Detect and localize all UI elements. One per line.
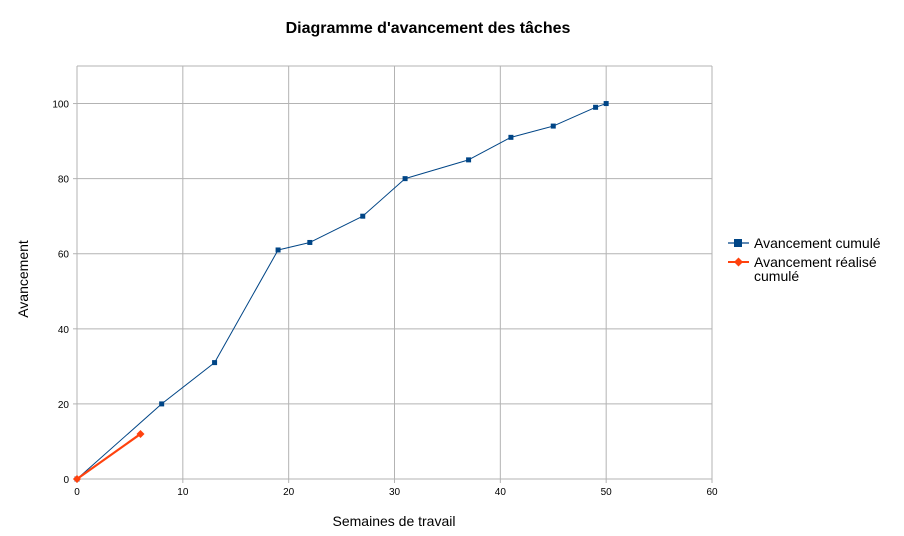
y-tick-label: 100 [52, 100, 69, 111]
legend-entry-1: Avancement cumulé [728, 235, 881, 251]
data-point [307, 239, 313, 245]
data-point [550, 123, 556, 129]
x-tick-label: 50 [601, 487, 613, 498]
data-point [593, 104, 599, 110]
legend-label: Avancement cumulé [754, 235, 881, 251]
data-point [402, 176, 408, 182]
legend-label: cumulé [754, 268, 799, 284]
y-tick-label: 40 [58, 325, 70, 336]
data-point [159, 401, 165, 407]
x-tick-label: 40 [495, 487, 507, 498]
legend-marker-square [734, 239, 742, 247]
x-axis-label: Semaines de travail [333, 513, 456, 529]
y-tick-label: 60 [58, 250, 70, 261]
data-point [73, 475, 81, 483]
x-tick-label: 20 [283, 487, 295, 498]
legend: Avancement cumulé Avancement réalisécumul… [728, 235, 881, 284]
data-point [212, 360, 218, 366]
x-tick-label: 10 [177, 487, 189, 498]
y-tick-label: 80 [58, 175, 70, 186]
series-line [76, 103, 607, 480]
data-point [360, 213, 366, 219]
x-tick-label: 30 [389, 487, 401, 498]
series-layer [73, 101, 609, 483]
chart-title: Diagramme d'avancement des tâches [286, 20, 571, 37]
data-point [466, 157, 472, 163]
legend-label: Avancement réalisé [754, 254, 877, 270]
y-tick-label: 0 [63, 475, 69, 486]
data-point [603, 101, 609, 107]
data-point [275, 247, 281, 253]
tick-labels: 0 10 20 30 40 50 60 0 20 40 60 80 100 [52, 100, 718, 498]
y-tick-label: 20 [58, 400, 70, 411]
x-tick-label: 60 [706, 487, 718, 498]
series-line [76, 433, 142, 480]
data-point [508, 134, 514, 140]
grid [73, 65, 713, 483]
y-axis-label: Avancement [15, 240, 31, 318]
x-tick-label: 0 [74, 487, 80, 498]
series-2 [73, 429, 145, 483]
legend-marker-diamond [734, 257, 743, 267]
data-point [136, 429, 145, 438]
